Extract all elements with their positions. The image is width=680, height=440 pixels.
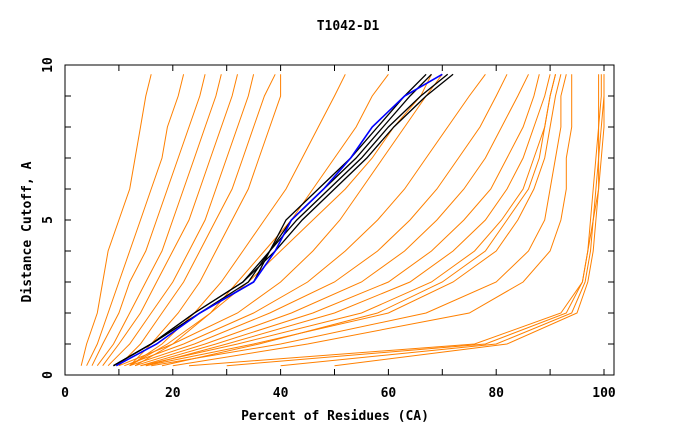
series-line-other-models-11 [118,74,443,367]
series-line-other-models-22 [188,74,600,367]
series-line-other-models-21 [172,74,573,367]
series-line-other-models-18 [145,74,562,367]
x-tick-label: 40 [273,386,289,401]
series-line-other-models-3 [96,74,222,366]
x-tick-label: 20 [165,386,181,401]
series-line-other-models-19 [151,74,567,367]
series-line-other-models-15 [140,74,540,367]
series-line-highlighted-26 [113,73,427,367]
y-axis-label: Distance Cutoff, A [20,161,35,302]
series-line-other-models-13 [129,74,508,367]
series-line-other-models-4 [102,74,238,366]
series-line-other-models-10 [129,74,432,367]
x-tick-label: 0 [61,386,69,401]
x-tick-label: 80 [488,386,504,401]
series-line-other-models-12 [124,74,486,367]
y-tick-label: 10 [41,57,56,73]
x-tick-label: 60 [381,386,397,401]
x-axis-label: Percent of Residues (CA) [241,409,429,424]
series-layer [80,73,605,367]
x-tick-label: 100 [592,386,616,401]
y-tick-label: 0 [41,371,56,379]
series-line-other-models-7 [129,74,282,367]
chart-title: T1042-D1 [317,19,380,34]
series-line-best-30 [115,73,443,367]
series-line-other-models-24 [280,74,605,367]
series-line-other-models-0 [80,74,152,366]
series-line-other-models-20 [161,74,556,367]
series-line-other-models-1 [86,74,185,366]
y-tick-label: 5 [41,216,56,224]
ticks-layer: 0 20 40 60 80 100 0 5 10 [41,57,616,401]
series-line-highlighted-29 [113,73,454,367]
series-line-other-models-16 [145,74,551,367]
series-line-other-models-5 [107,74,255,367]
series-line-highlighted-28 [113,73,449,367]
series-line-other-models-25 [334,74,605,367]
series-line-other-models-6 [118,74,276,367]
series-line-other-models-2 [91,74,206,366]
series-line-other-models-14 [134,74,529,367]
